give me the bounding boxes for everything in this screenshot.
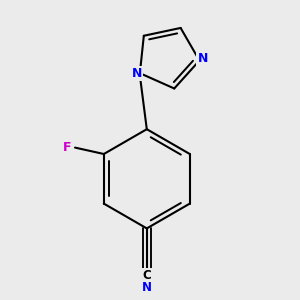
Text: F: F bbox=[63, 141, 71, 154]
Text: N: N bbox=[142, 281, 152, 294]
Text: N: N bbox=[131, 67, 142, 80]
Text: C: C bbox=[142, 269, 151, 282]
Text: N: N bbox=[197, 52, 208, 65]
